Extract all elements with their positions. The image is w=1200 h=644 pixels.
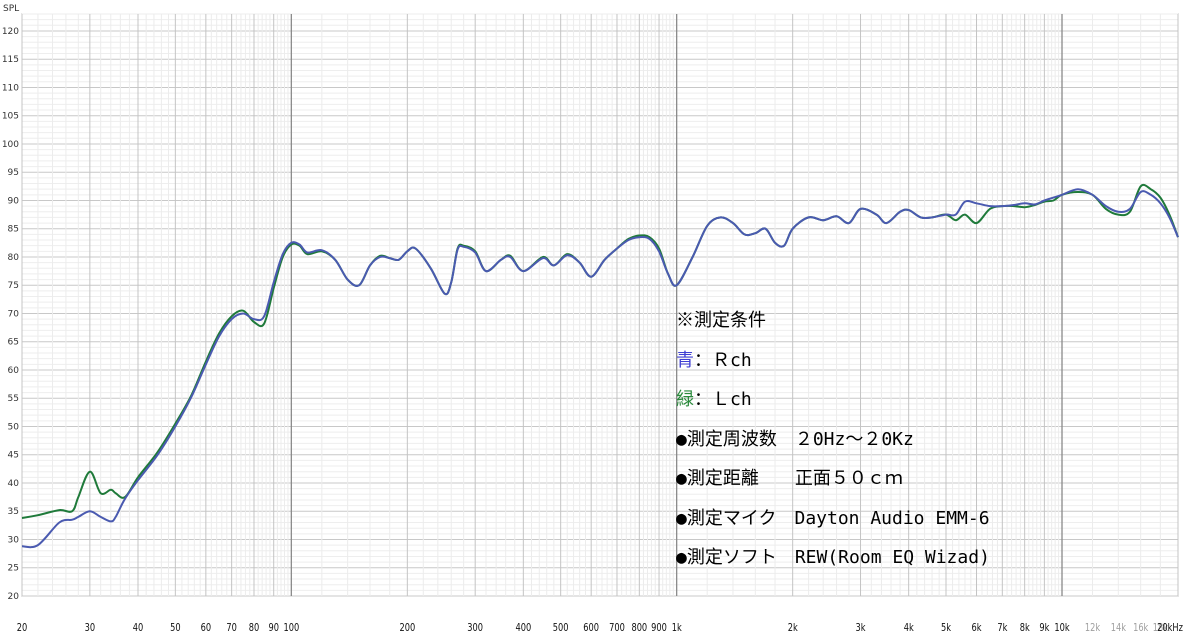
x-tick-label: 2k (788, 622, 798, 634)
x-tick-label: 8k (1020, 622, 1030, 634)
lch-color-key: 緑 (676, 389, 694, 410)
y-tick-label: 30 (8, 535, 20, 545)
y-tick-label: 60 (8, 366, 20, 376)
x-tick-label: 70 (226, 622, 237, 634)
x-tick-label: 30 (85, 622, 96, 634)
x-tick-label: 300 (467, 622, 483, 634)
lch-label: ：Ｌch (694, 389, 752, 410)
y-tick-label: 90 (8, 196, 20, 206)
y-tick-label: 105 (2, 112, 19, 122)
x-tick-label: 18k (1153, 622, 1169, 634)
measurement-notes: ※測定条件 青：Ｒch 緑：Ｌch ●測定周波数 ２0Hz～２0Kz ●測定距離… (676, 306, 990, 583)
y-tick-label: 65 (8, 338, 19, 348)
x-tick-label: 20 (17, 622, 28, 634)
x-tick-label: 40 (133, 622, 144, 634)
x-tick-label: 400 (515, 622, 531, 634)
y-tick-label: 120 (2, 27, 19, 37)
x-tick-label: 14k (1111, 622, 1127, 634)
series-line-rch (21, 188, 1179, 549)
plot-area (21, 13, 1179, 597)
y-tick-label: 50 (8, 422, 20, 432)
y-tick-label: 85 (8, 225, 19, 235)
notes-software: ●測定ソフト REW(Room EQ Wizad) (676, 547, 990, 568)
y-tick-label: 70 (8, 309, 20, 319)
x-tick-label: 3k (856, 622, 866, 634)
y-tick-label: 95 (8, 168, 19, 178)
x-tick-label: 10k (1054, 622, 1070, 634)
notes-microphone: ●測定マイク Dayton Audio EMM-6 (676, 507, 990, 529)
y-tick-label: 80 (8, 253, 20, 263)
x-tick-label: 200 (399, 622, 415, 634)
x-tick-label: 600 (583, 622, 599, 634)
x-tick-label: 16k (1133, 622, 1149, 634)
x-tick-label: 50 (170, 622, 181, 634)
y-tick-label: 75 (8, 281, 19, 291)
x-tick-label: 700 (609, 622, 625, 634)
series-lines (21, 183, 1179, 549)
y-tick-label: 20 (8, 592, 20, 602)
x-tick-label: 12k (1085, 622, 1101, 634)
x-tick-label: 90 (268, 622, 279, 634)
x-tick-label: 80 (249, 622, 260, 634)
notes-lch-legend: 緑：Ｌch (676, 385, 990, 425)
notes-title: ※測定条件 (676, 310, 766, 331)
x-tick-label: 100 (283, 622, 299, 634)
y-axis-label: SPL (3, 4, 19, 14)
x-tick-label: 1k (672, 622, 682, 634)
grid (21, 13, 1179, 597)
x-tick-label: 800 (631, 622, 647, 634)
x-tick-label: 60 (201, 622, 212, 634)
y-tick-label: 110 (2, 83, 19, 93)
y-tick-label: 115 (2, 55, 19, 65)
y-tick-label: 45 (8, 451, 19, 461)
notes-distance: ●測定距離 正面５０ｃｍ (676, 468, 903, 489)
y-tick-label: 100 (2, 140, 19, 150)
x-tick-label: 6k (972, 622, 982, 634)
y-tick-label: 35 (8, 507, 19, 517)
y-tick-label: 55 (8, 394, 19, 404)
y-tick-label: 25 (8, 564, 19, 574)
notes-rch-legend: 青：Ｒch (676, 346, 990, 386)
x-tick-label: 9k (1039, 622, 1049, 634)
x-tick-label: 4k (904, 622, 914, 634)
notes-frequency: ●測定周波数 ２0Hz～２0Kz (676, 428, 914, 450)
x-tick-label: 7k (997, 622, 1007, 634)
rch-color-key: 青 (676, 349, 694, 371)
y-tick-label: 40 (8, 479, 20, 489)
x-tick-label: 500 (553, 622, 569, 634)
x-tick-label: 20kHz (1157, 622, 1183, 634)
y-tick-labels: 20 25 30 35 40 45 50 55 60 65 70 75 80 85 90 95 100 105 11… (2, 27, 19, 602)
x-tick-labels: 20 30 40 50 60 70 80 90 100 200 300 400 500 600 700 800… (17, 622, 1183, 634)
x-tick-label: 900 (651, 622, 667, 634)
x-tick-label: 5k (941, 622, 951, 634)
rch-label: ：Ｒch (694, 349, 752, 371)
